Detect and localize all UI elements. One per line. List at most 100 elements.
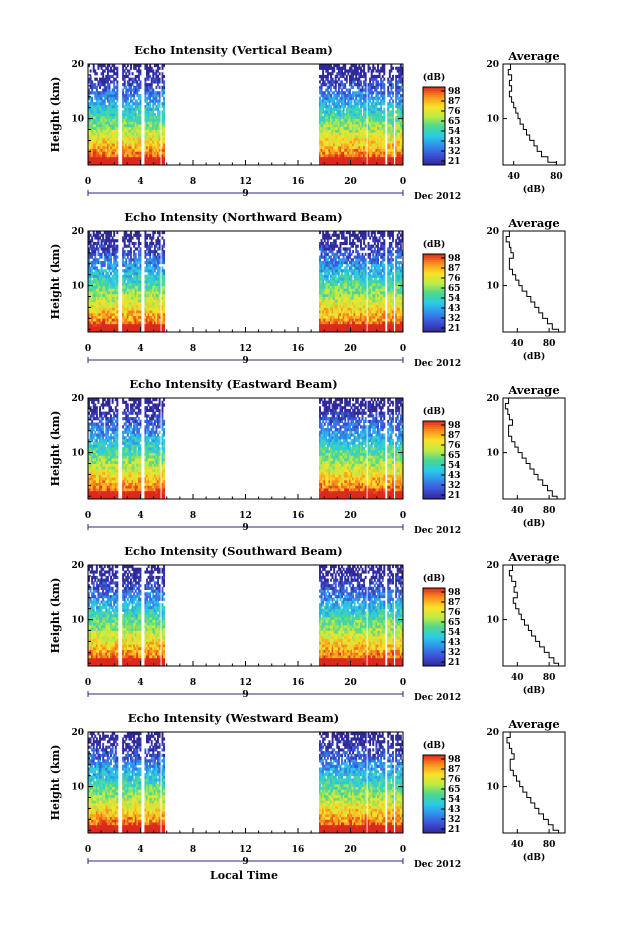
heatmap-cell [327,89,329,92]
heatmap-cell [363,69,365,72]
heatmap-cell [390,89,392,92]
heatmap-cell [163,305,165,308]
heatmap-cell [383,78,385,81]
heatmap-cell [372,99,374,102]
heatmap-cell [130,97,132,100]
heatmap-cell [113,242,115,245]
heatmap-cell [163,239,165,242]
heatmap-cell [124,83,126,86]
heatmap-cell [392,99,394,102]
heatmap-cell [124,256,126,259]
heatmap-cell [392,119,394,122]
heatmap-cell [344,86,346,89]
heatmap-cell [116,294,118,297]
heatmap-cell [152,234,154,237]
heatmap-cell [163,157,165,160]
panel-title: Echo Intensity (Northward Beam) [124,210,342,224]
heatmap-cell [122,258,124,261]
heatmap-cell [159,94,161,97]
heatmap-cell [321,86,323,89]
heatmap-cell [330,94,332,97]
heatmap-cell [383,67,385,70]
heatmap-cell [322,78,324,81]
colorbar-tick-label: 87 [448,97,461,107]
heatmap-cell [341,80,343,83]
heatmap-cell [122,91,124,94]
heatmap-cell [108,236,110,239]
heatmap-cell [132,236,134,239]
heatmap-cell [159,127,161,130]
heatmap-cell [107,80,109,83]
heatmap-cell [321,239,323,242]
heatmap-cell [139,305,141,308]
heatmap-cell [139,250,141,253]
heatmap-cell [163,253,165,256]
heatmap-cell [369,67,371,70]
heatmap-cell [159,258,161,261]
heatmap-cell [144,250,146,253]
heatmap-cell [392,146,394,149]
heatmap-cell [327,78,329,81]
heatmap-cell [395,99,397,102]
heatmap-cell [159,146,161,149]
heatmap-cell [339,266,341,269]
heatmap-cell [163,283,165,286]
heatmap-cell [116,116,118,119]
heatmap-cell [383,140,385,143]
heatmap-cell [377,67,379,70]
heatmap-cell [339,86,341,89]
heatmap-cell [116,245,118,248]
heatmap-cell [163,121,165,124]
y-tick-label: 10 [71,115,84,125]
heatmap-cell [365,83,367,86]
heatmap-cell [383,138,385,141]
heatmap-cell [139,269,141,272]
heatmap-cell [90,277,92,280]
heatmap-cell [325,102,327,105]
x-tick-label: 20 [344,177,357,187]
heatmap-cell [383,69,385,72]
heatmap-cell [338,102,340,105]
heatmap-cell [341,89,343,92]
heatmap-cell [124,239,126,242]
heatmap-cell [333,110,335,113]
heatmap-cell [387,78,389,81]
heatmap-cell [130,275,132,278]
heatmap-cell [124,280,126,283]
heatmap-cell [135,110,137,113]
x-tick-label: 8 [190,177,196,187]
x-tick-label: 0 [400,177,406,187]
heatmap-cell [372,91,374,94]
heatmap-cell [132,105,134,108]
heatmap-cell [116,143,118,146]
heatmap-cell [116,269,118,272]
heatmap-cell [365,140,367,143]
heatmap-cell [389,99,391,102]
heatmap-cell [333,67,335,70]
heatmap-cell [157,236,159,239]
heatmap-cell [377,80,379,83]
heatmap-cell [93,245,95,248]
heatmap-cell [163,242,165,245]
heatmap-cell [383,143,385,146]
heatmap-cell [321,113,323,116]
heatmap-cell [90,78,92,81]
heatmap-cell [333,91,335,94]
heatmap-cell [159,130,161,133]
heatmap-cell [389,72,391,75]
heatmap-cell [116,324,118,327]
heatmap-cell [116,149,118,152]
heatmap-cell [375,105,377,108]
heatmap-cell [389,94,391,97]
heatmap-cell [94,69,96,72]
heatmap-cell [159,291,161,294]
heatmap-cell [136,247,138,250]
heatmap-cell [139,316,141,319]
heatmap-cell [163,119,165,122]
heatmap-cell [97,234,99,237]
heatmap-cell [380,108,382,111]
heatmap-cell [116,272,118,275]
heatmap-cell [163,89,165,92]
heatmap-cell [327,75,329,78]
heatmap-cell [110,258,112,261]
